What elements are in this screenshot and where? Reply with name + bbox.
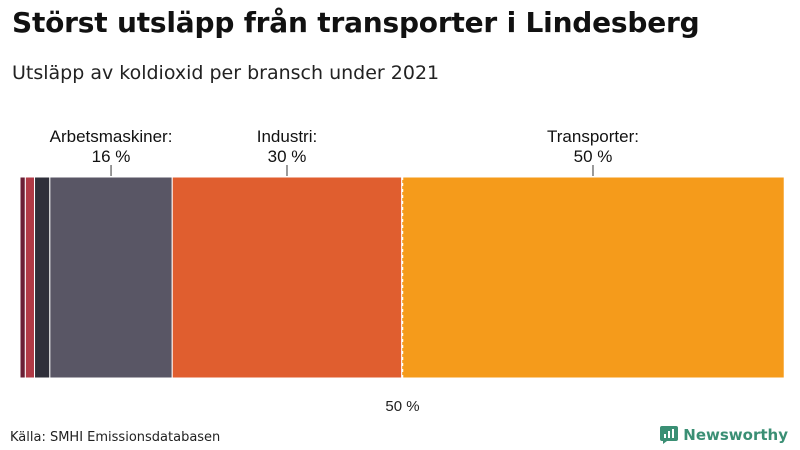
brand-logo: Newsworthy: [660, 426, 788, 444]
segment-value-label-6: 50 %: [574, 147, 613, 166]
segment-value-label-5: 30 %: [268, 147, 307, 166]
bar-segment-2: [24, 176, 36, 379]
source-note: Källa: SMHI Emissionsdatabasen: [10, 430, 221, 445]
bar-segment-1: [19, 176, 26, 379]
newsworthy-logo-icon: [660, 426, 679, 444]
segment-value-label-4: 16 %: [92, 147, 131, 166]
bar-segment-4: [49, 176, 173, 379]
chart-title: Störst utsläpp från transporter i Lindes…: [12, 6, 700, 39]
segment-label-6: Transporter:: [547, 127, 639, 146]
brand-name: Newsworthy: [683, 426, 788, 444]
segment-label-5: Industri:: [257, 127, 317, 146]
bar-segment-3: [34, 176, 51, 379]
segment-label-4: Arbetsmaskiner:: [50, 127, 173, 146]
bar-segment-5: [171, 176, 403, 379]
reference-line-label: 50 %: [385, 398, 419, 415]
chart-subtitle: Utsläpp av koldioxid per bransch under 2…: [12, 62, 440, 84]
bar-segment-6: [401, 176, 785, 379]
